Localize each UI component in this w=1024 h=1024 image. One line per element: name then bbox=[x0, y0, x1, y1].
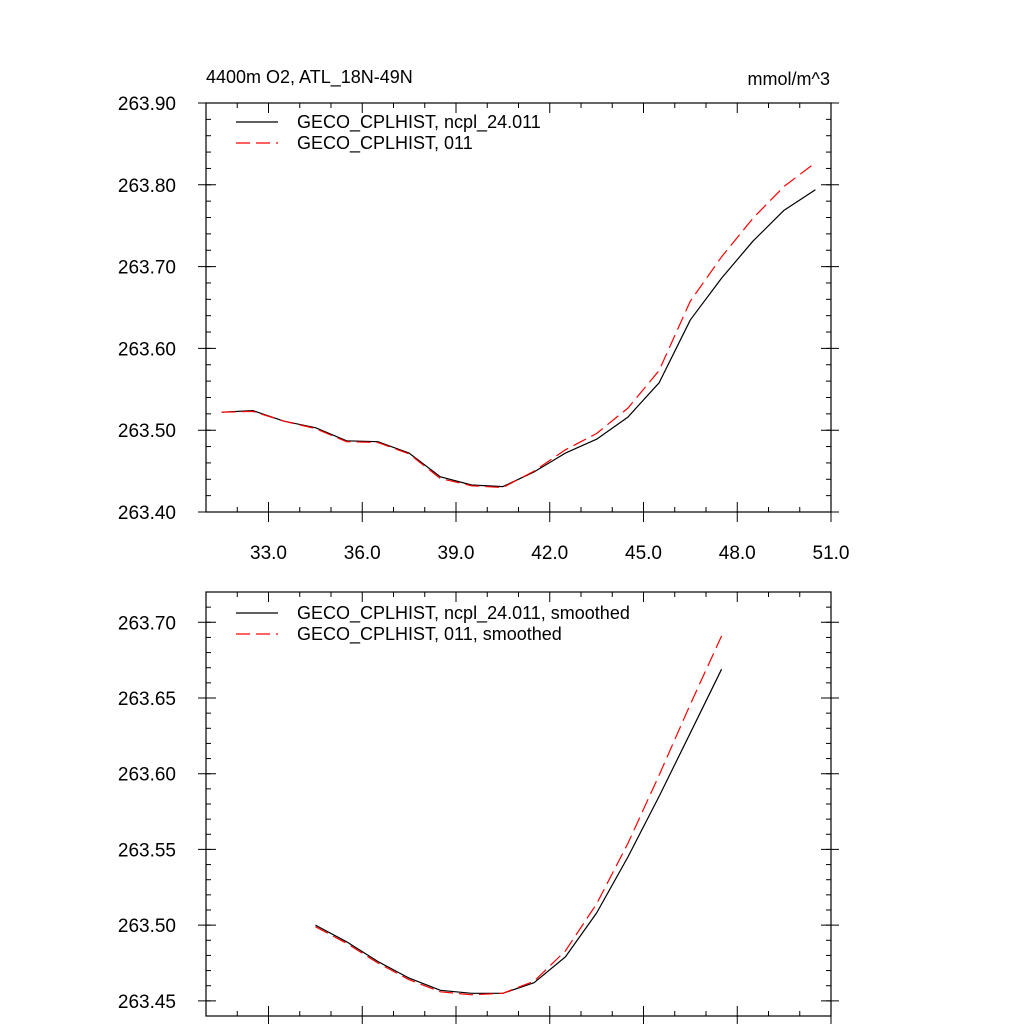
top-chart-y-tick-label: 263.70 bbox=[118, 258, 176, 279]
top-chart-x-tick-label: 33.0 bbox=[250, 543, 287, 564]
bottom-chart-series-line-1 bbox=[315, 635, 723, 996]
top-chart-series-group bbox=[221, 162, 816, 489]
bottom-chart-series-line-0 bbox=[315, 668, 723, 994]
bottom-chart-series-group bbox=[315, 635, 723, 996]
top-chart-x-tick-label: 51.0 bbox=[813, 543, 850, 564]
top-chart-x-tick-label: 42.0 bbox=[531, 543, 568, 564]
bottom-chart-y-tick-label: 263.55 bbox=[118, 840, 176, 861]
bottom-chart-y-tick-labels: 263.45 263.50 263.55 263.60 263.65 263.70 bbox=[118, 613, 176, 1013]
top-chart-plot-frame bbox=[205, 102, 832, 513]
top-chart-y-tick-labels: 263.40 263.50 263.60 263.70 263.80 263.90 bbox=[118, 94, 176, 524]
top-chart-title-left: 4400m O2, ATL_18N-49N bbox=[206, 67, 413, 88]
top-chart-x-tick-label: 36.0 bbox=[344, 543, 381, 564]
top-chart-y-tick-label: 263.60 bbox=[118, 339, 176, 360]
bottom-chart-y-tick-label: 263.70 bbox=[118, 613, 176, 634]
bottom-chart-y-tick-label: 263.45 bbox=[118, 992, 176, 1013]
top-chart-y-tick-label: 263.80 bbox=[118, 176, 176, 197]
top-chart-x-tick-labels: 33.0 36.0 39.0 42.0 45.0 48.0 51.0 bbox=[250, 543, 849, 564]
top-chart-panel: 4400m O2, ATL_18N-49N mmol/m^3 263.40263… bbox=[118, 67, 850, 564]
top-chart-legend-label-0: GECO_CPLHIST, ncpl_24.011 bbox=[297, 112, 541, 133]
bottom-chart-y-tick-label: 263.60 bbox=[118, 765, 176, 786]
top-chart-legend-label-1: GECO_CPLHIST, 011 bbox=[297, 133, 473, 154]
top-chart-ticks bbox=[198, 102, 839, 522]
top-chart-x-tick-label: 39.0 bbox=[438, 543, 475, 564]
bottom-chart-y-tick-label: 263.65 bbox=[118, 689, 176, 710]
top-chart-x-tick-label: 45.0 bbox=[625, 543, 662, 564]
bottom-chart-ticks bbox=[198, 591, 839, 1024]
bottom-chart-legend-label-1: GECO_CPLHIST, 011, smoothed bbox=[297, 624, 562, 645]
bottom-chart-plot-frame bbox=[205, 591, 832, 1017]
top-chart-x-tick-label: 48.0 bbox=[719, 543, 756, 564]
bottom-chart-legend: GECO_CPLHIST, ncpl_24.011, smoothedGECO_… bbox=[236, 603, 630, 645]
top-chart-y-tick-label: 263.40 bbox=[118, 503, 176, 524]
top-chart-units-label: mmol/m^3 bbox=[748, 69, 830, 89]
bottom-chart-legend-label-0: GECO_CPLHIST, ncpl_24.011, smoothed bbox=[297, 603, 630, 624]
bottom-chart-panel: 263.45 263.50 263.55 263.60 263.65 263.70 GEC… bbox=[118, 591, 839, 1024]
bottom-chart-y-tick-label: 263.50 bbox=[118, 916, 176, 937]
top-chart-series-line-0 bbox=[221, 189, 816, 488]
top-chart-y-tick-label: 263.90 bbox=[118, 94, 176, 115]
top-chart-series-line-1 bbox=[221, 162, 816, 489]
top-chart-y-tick-label: 263.50 bbox=[118, 421, 176, 442]
